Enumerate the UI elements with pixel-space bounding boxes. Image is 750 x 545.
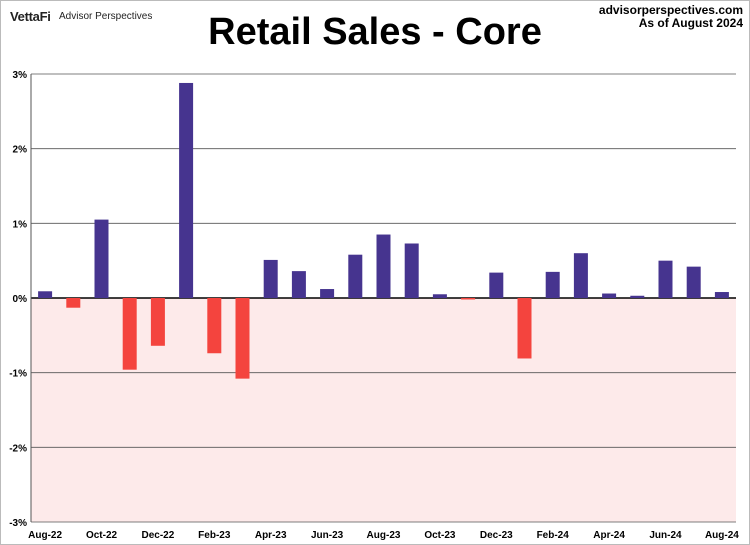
bar-May-23 <box>291 271 306 298</box>
x-tick-label: Oct-23 <box>424 530 456 541</box>
x-tick-label: Dec-22 <box>141 530 174 541</box>
bar-Feb-23 <box>207 298 222 354</box>
bar-Aug-23 <box>376 234 391 298</box>
bar-Dec-22 <box>150 298 165 346</box>
x-tick-label: Aug-24 <box>705 530 739 541</box>
bar-Sep-22 <box>66 298 81 308</box>
bar-Mar-24 <box>573 253 588 298</box>
y-tick-label: 0% <box>13 294 28 305</box>
x-tick-label: Feb-24 <box>537 530 570 541</box>
x-tick-label: Feb-23 <box>198 530 231 541</box>
bar-Mar-23 <box>235 298 250 379</box>
vettafi-logo: VettaFi <box>10 9 51 24</box>
y-tick-label: 1% <box>13 219 28 230</box>
negative-region <box>31 298 736 522</box>
bar-Jan-23 <box>179 82 194 299</box>
site-url: advisorperspectives.com <box>598 3 743 17</box>
bar-May-24 <box>630 295 645 298</box>
x-tick-label: Aug-22 <box>28 530 62 541</box>
x-tick-label: Oct-22 <box>86 530 118 541</box>
bar-Oct-22 <box>94 219 109 298</box>
x-tick-label: Apr-23 <box>255 530 287 541</box>
bar-Aug-22 <box>38 291 53 298</box>
chart-title: Retail Sales - Core <box>208 11 542 53</box>
y-tick-label: -3% <box>9 518 27 529</box>
bar-Jun-24 <box>658 260 673 298</box>
bar-Sep-23 <box>404 243 419 298</box>
as-of-date: As of August 2024 <box>638 16 743 30</box>
bar-Jun-23 <box>320 289 335 298</box>
bar-Nov-22 <box>122 298 137 370</box>
y-tick-label: -2% <box>9 443 27 454</box>
y-tick-label: -1% <box>9 369 27 380</box>
bar-Jul-23 <box>348 254 363 298</box>
bar-Feb-24 <box>545 271 560 298</box>
y-tick-label: 3% <box>13 70 28 81</box>
x-tick-label: Jun-23 <box>311 530 344 541</box>
bar-Oct-23 <box>432 294 447 298</box>
bar-Jan-24 <box>517 298 532 359</box>
bar-Jul-24 <box>686 266 701 298</box>
logo-subtitle: Advisor Perspectives <box>59 11 153 22</box>
x-tick-label: Apr-24 <box>593 530 625 541</box>
bar-Apr-24 <box>602 293 617 298</box>
x-tick-label: Aug-23 <box>367 530 401 541</box>
bar-Nov-23 <box>461 298 476 300</box>
source-info: advisorperspectives.com As of August 202… <box>599 4 743 30</box>
bar-Apr-23 <box>263 259 278 298</box>
x-tick-label: Jun-24 <box>649 530 682 541</box>
bar-Aug-24 <box>714 292 729 298</box>
y-tick-label: 2% <box>13 145 28 156</box>
bar-Dec-23 <box>489 272 504 298</box>
x-tick-label: Dec-23 <box>480 530 513 541</box>
